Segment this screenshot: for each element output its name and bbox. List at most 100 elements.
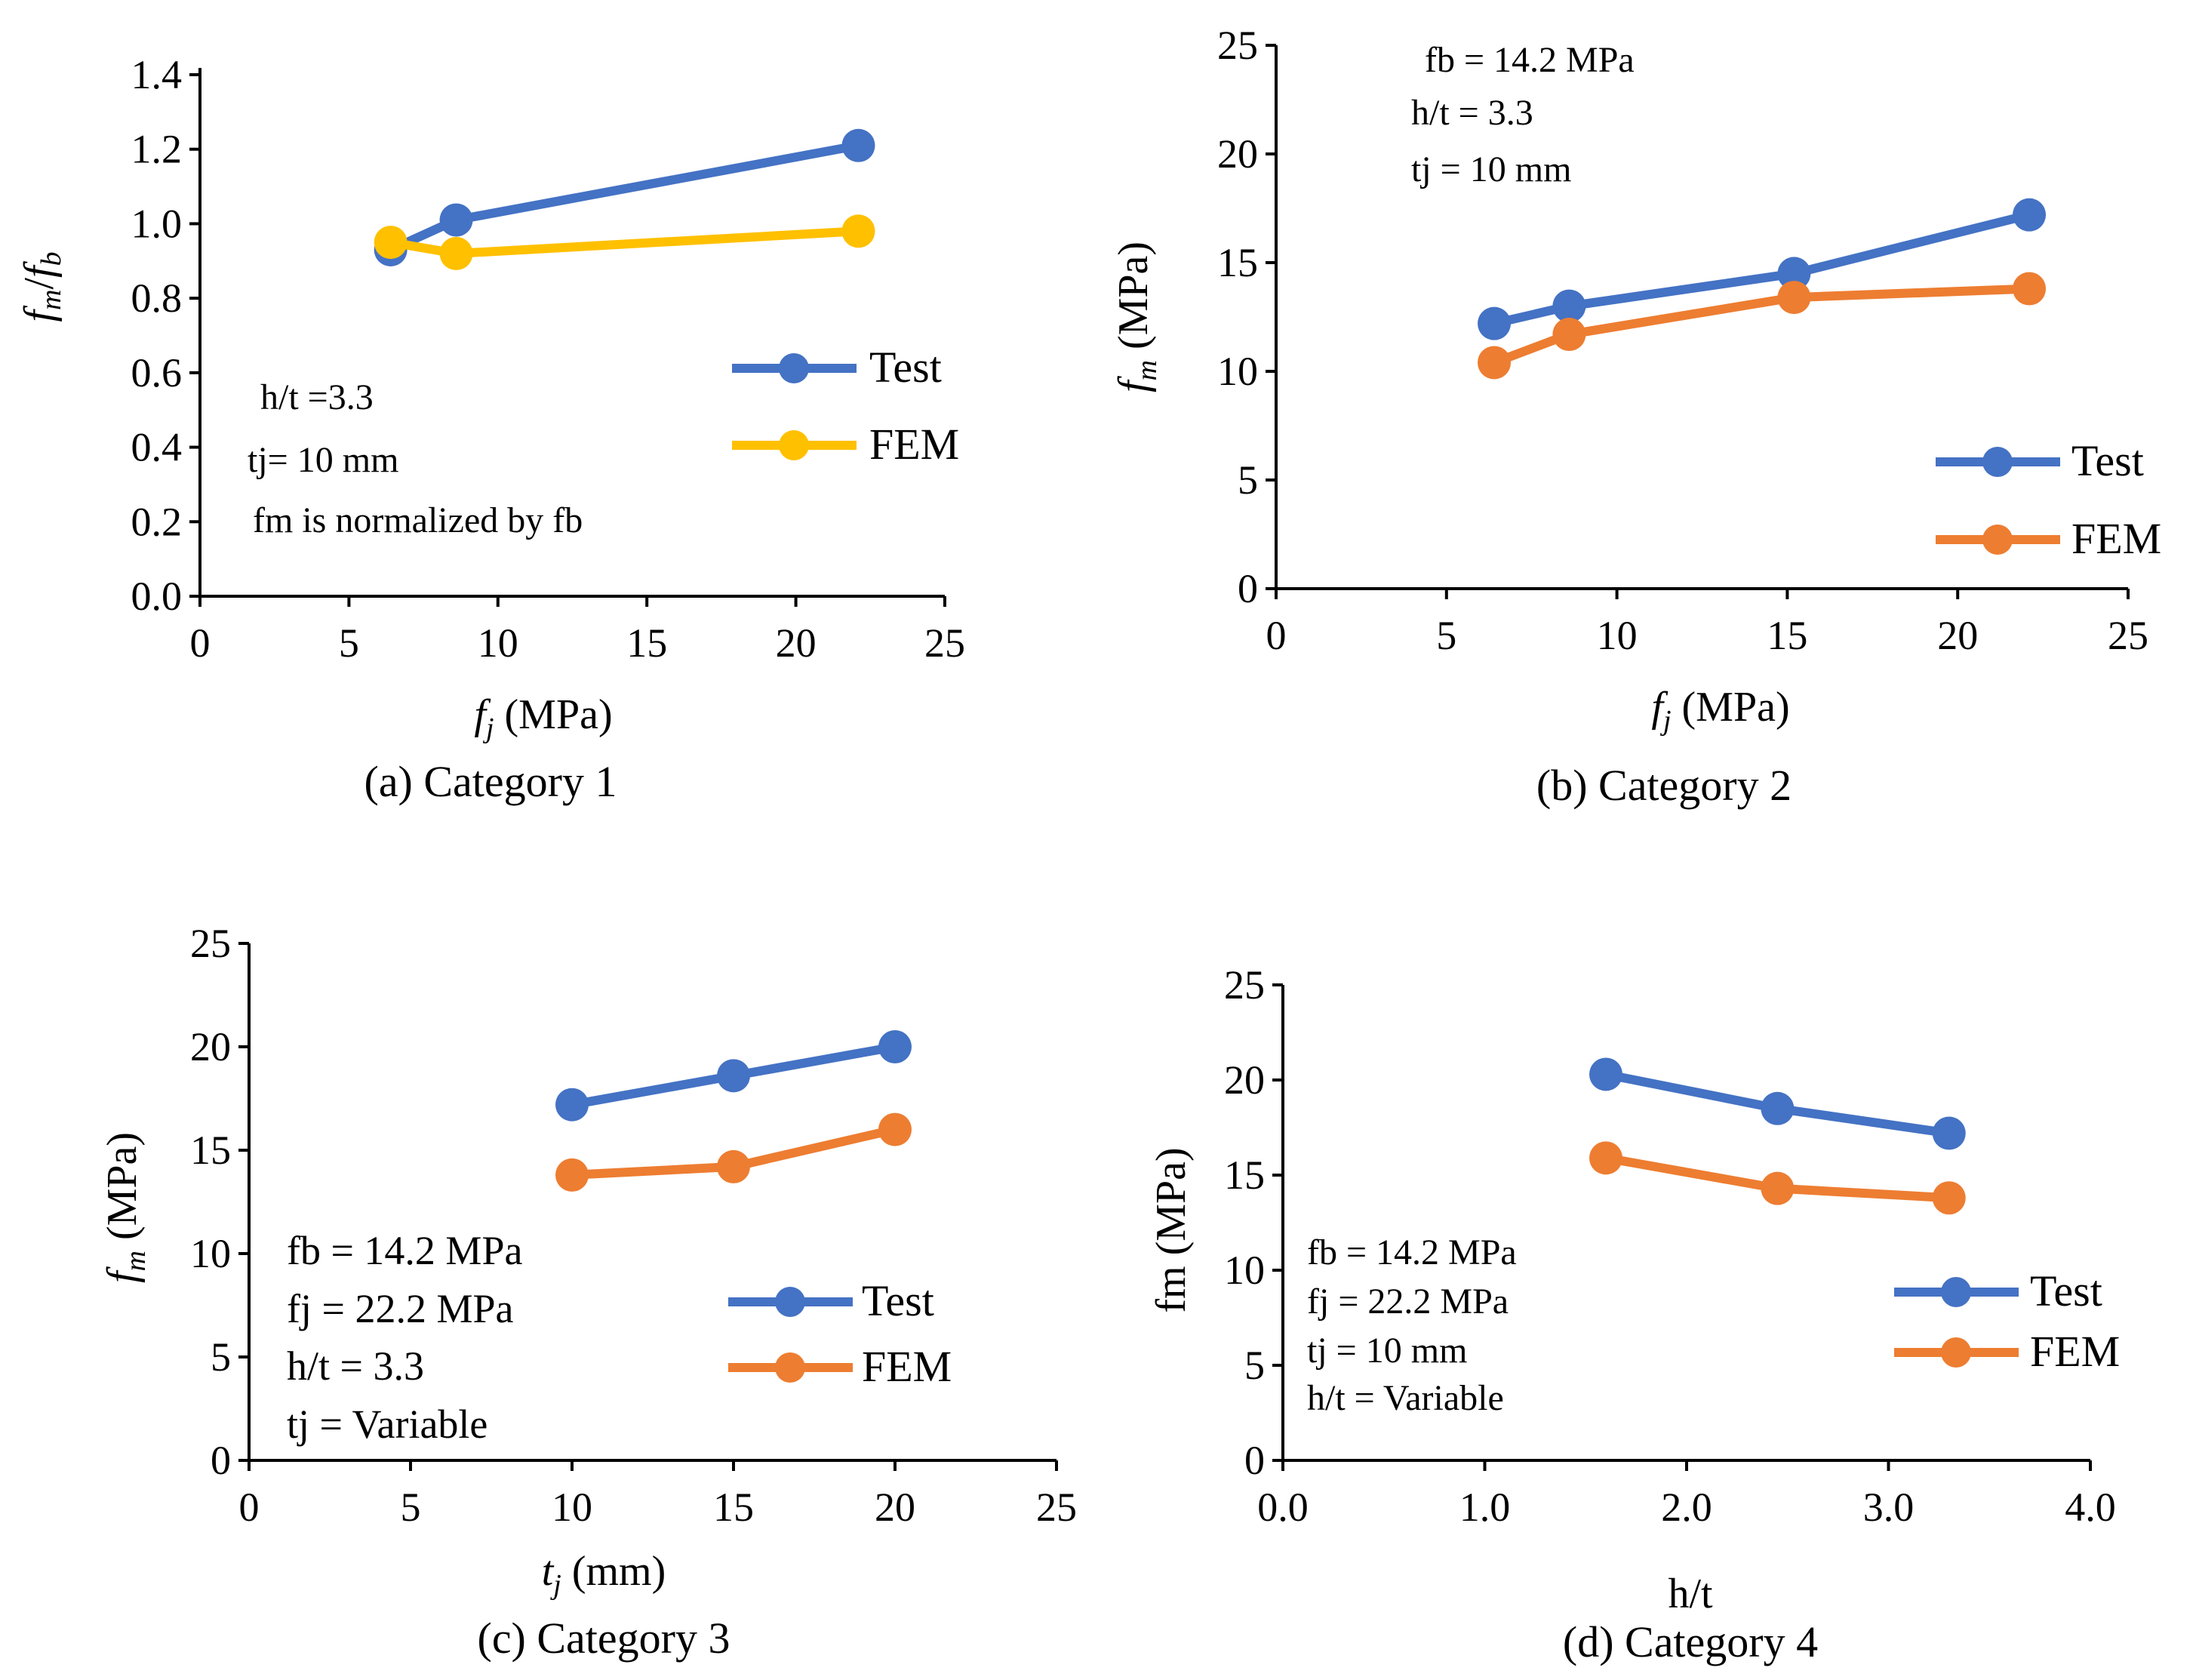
chart-c-legend-fem-marker (775, 1352, 805, 1383)
chart-a-note: fm is normalized by fb (253, 500, 583, 540)
chart-a-series-fem-point (841, 214, 875, 248)
chart-c: 0 5 10 15 20 25 0 5 10 15 20 25 fm (MPa) tj (mm) (… (99, 921, 1077, 1663)
chart-c-y-tick-label: 5 (211, 1334, 231, 1380)
chart-c-y-tick-label: 0 (211, 1438, 231, 1483)
chart-d-x-ticks: 0.0 1.0 2.0 3.0 4.0 (1257, 1460, 2116, 1530)
chart-d-legend-test-label: Test (2030, 1266, 2102, 1315)
chart-a-y-tick-label: 0.6 (131, 350, 183, 395)
chart-c-y-label: fm (MPa) (99, 1132, 152, 1283)
chart-d-x-tick-label: 4.0 (2065, 1485, 2116, 1530)
chart-d-series-test-point (1932, 1116, 1966, 1150)
chart-c-series-fem-point (555, 1158, 589, 1192)
chart-b-series-test-point (2013, 198, 2047, 232)
chart-d-legend-fem-marker (1941, 1337, 1971, 1368)
chart-b-series-test-point (1478, 306, 1512, 340)
chart-d-series-fem-point (1589, 1141, 1622, 1175)
chart-b-legend-fem-label: FEM (2071, 514, 2161, 563)
chart-c-series-fem-point (878, 1112, 912, 1146)
chart-c-note: h/t = 3.3 (287, 1343, 424, 1389)
chart-c-series-test-point (878, 1030, 912, 1063)
chart-c-y-tick-label: 20 (190, 1024, 231, 1069)
chart-b-series-test-point (1777, 257, 1811, 291)
chart-c-x-tick-label: 15 (713, 1485, 754, 1530)
chart-b-y-label: fm (MPa) (1110, 242, 1163, 392)
chart-d-caption: (d) Category 4 (1563, 1617, 1818, 1666)
chart-a-series-test-point (439, 203, 473, 237)
chart-d-series-test-point (1589, 1057, 1622, 1091)
chart-a-x-tick-label: 5 (339, 620, 359, 666)
chart-b-legend: Test FEM (1936, 436, 2161, 563)
chart-c-y-tick-label: 10 (190, 1231, 231, 1276)
chart-b-x-tick-label: 0 (1266, 613, 1287, 658)
chart-c-legend-test-marker (775, 1287, 805, 1317)
chart-b-series-fem-point (2013, 272, 2047, 306)
chart-d-x-tick-label: 0.0 (1257, 1485, 1309, 1530)
chart-a-legend-test-marker (779, 353, 809, 383)
chart-d-y-tick-label: 15 (1224, 1152, 1265, 1198)
chart-a-series-fem-point (439, 236, 473, 270)
chart-d-y-tick-label: 20 (1224, 1057, 1265, 1103)
chart-c-x-tick-label: 20 (875, 1485, 915, 1530)
chart-b-y-tick-label: 25 (1217, 23, 1258, 68)
chart-d-note: tj = 10 mm (1307, 1331, 1467, 1371)
chart-c-notes: fb = 14.2 MPa fj = 22.2 MPa h/t = 3.3 tj… (287, 1228, 522, 1447)
chart-d-y-tick-label: 0 (1244, 1438, 1265, 1483)
chart-d-note: fb = 14.2 MPa (1307, 1232, 1517, 1272)
chart-a-y-tick-label: 1.4 (131, 52, 183, 97)
chart-a-y-tick-label: 1.2 (131, 127, 183, 172)
chart-a-x-tick-label: 20 (776, 620, 817, 666)
chart-d-y-label: fm (MPa) (1148, 1147, 1195, 1312)
chart-c-legend-test-label: Test (862, 1276, 934, 1325)
chart-d-series-fem-point (1761, 1171, 1795, 1205)
chart-b-legend-test-label: Test (2071, 436, 2144, 485)
chart-b-series-fem-point (1478, 346, 1512, 380)
chart-c-x-label: tj (mm) (542, 1548, 666, 1601)
chart-a: 0.0 0.2 0.4 0.6 0.8 1.0 1.2 1.4 0 5 10 15 20 25 fm/f… (16, 52, 965, 806)
chart-b-note: tj = 10 mm (1411, 149, 1571, 189)
chart-c-note: fb = 14.2 MPa (287, 1228, 522, 1273)
chart-a-legend-test-label: Test (869, 343, 942, 392)
chart-b-x-tick-label: 10 (1597, 613, 1638, 658)
chart-b-x-tick-label: 15 (1767, 613, 1807, 658)
chart-a-y-label: fm/fb (16, 251, 67, 322)
chart-a-x-tick-label: 0 (190, 620, 211, 666)
chart-c-y-ticks: 0 5 10 15 20 25 (190, 921, 249, 1483)
chart-b-series-test-line (1493, 210, 2031, 328)
chart-b-series-fem-point (1552, 318, 1586, 352)
chart-b-x-tick-label: 5 (1436, 613, 1456, 658)
chart-d-note: fj = 22.2 MPa (1307, 1282, 1509, 1322)
chart-a-notes: h/t =3.3 tj= 10 mm fm is normalized by f… (248, 377, 583, 540)
chart-d-series (1589, 1057, 1966, 1215)
chart-d-note: h/t = Variable (1307, 1378, 1504, 1418)
chart-d-series-test-point (1761, 1091, 1795, 1125)
chart-a-series (374, 128, 875, 270)
chart-b-legend-test-marker (1982, 447, 2013, 477)
chart-d-x-tick-label: 1.0 (1459, 1485, 1511, 1530)
chart-d-notes: fb = 14.2 MPa fj = 22.2 MPa tj = 10 mm h… (1307, 1232, 1517, 1418)
chart-a-note: h/t =3.3 (260, 377, 374, 417)
chart-a-y-tick-label: 1.0 (131, 201, 183, 246)
chart-c-x-ticks: 0 5 10 15 20 25 (239, 1460, 1077, 1530)
chart-d-x-label: h/t (1668, 1571, 1713, 1617)
chart-a-y-tick-label: 0.4 (131, 425, 183, 470)
chart-a-y-ticks: 0.0 0.2 0.4 0.6 0.8 1.0 1.2 1.4 (131, 52, 200, 619)
chart-c-x-tick-label: 5 (401, 1485, 421, 1530)
chart-c-legend-fem-label: FEM (862, 1342, 952, 1391)
chart-c-legend: Test FEM (728, 1276, 952, 1391)
chart-c-series-test-point (555, 1088, 589, 1122)
chart-c-series (555, 1030, 912, 1192)
chart-b-note: h/t = 3.3 (1411, 93, 1533, 133)
chart-a-caption: (a) Category 1 (364, 757, 617, 806)
chart-c-note: tj = Variable (287, 1402, 487, 1447)
chart-d-legend-fem-label: FEM (2030, 1327, 2120, 1376)
chart-c-series-fem-point (717, 1149, 750, 1183)
chart-b-y-tick-label: 5 (1238, 457, 1258, 503)
chart-b-y-tick-label: 15 (1217, 240, 1258, 285)
chart-b-note: fb = 14.2 MPa (1425, 40, 1635, 80)
chart-d-y-tick-label: 10 (1224, 1248, 1265, 1293)
chart-d-x-tick-label: 3.0 (1863, 1485, 1915, 1530)
chart-d-y-tick-label: 25 (1224, 962, 1265, 1008)
chart-d-series-fem-point (1932, 1181, 1966, 1215)
chart-a-series-test-point (841, 128, 875, 162)
